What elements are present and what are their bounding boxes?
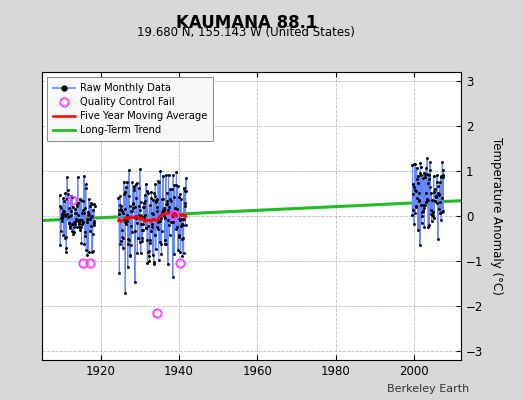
Y-axis label: Temperature Anomaly (°C): Temperature Anomaly (°C): [490, 137, 503, 295]
Text: Berkeley Earth: Berkeley Earth: [387, 384, 469, 394]
Text: 19.680 N, 155.143 W (United States): 19.680 N, 155.143 W (United States): [137, 26, 355, 39]
Text: KAUMANA 88.1: KAUMANA 88.1: [176, 14, 317, 32]
Legend: Raw Monthly Data, Quality Control Fail, Five Year Moving Average, Long-Term Tren: Raw Monthly Data, Quality Control Fail, …: [47, 77, 213, 141]
